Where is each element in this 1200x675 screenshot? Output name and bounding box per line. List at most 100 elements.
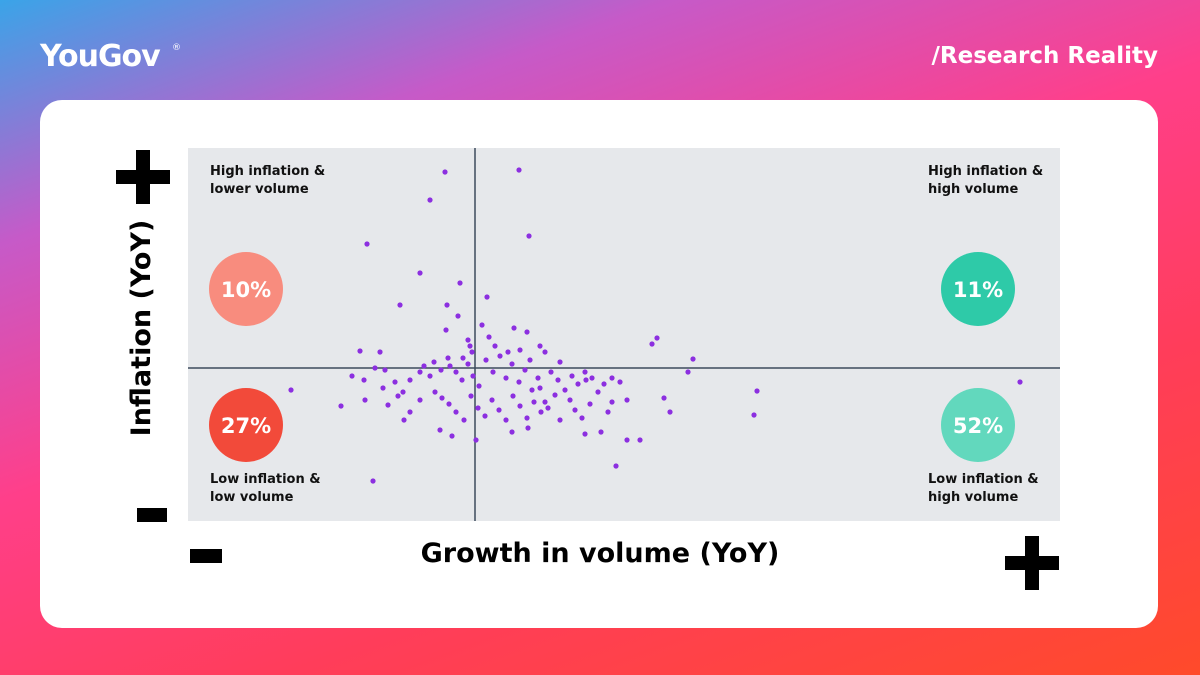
quadrant-label: High inflation & high volume [928,164,1044,197]
brand-mark: ® [172,43,181,53]
data-point [438,367,444,373]
quadrant-label: Low inflation & high volume [928,472,1039,505]
data-point [535,375,541,381]
data-point [288,387,294,393]
data-point [542,349,548,355]
data-point [417,397,423,403]
data-point [486,334,492,340]
data-point [484,294,490,300]
data-point [637,437,643,443]
data-point [444,302,450,308]
data-point [457,280,463,286]
data-point [361,377,367,383]
data-point [548,369,554,375]
data-point [449,433,455,439]
data-point [582,369,588,375]
data-point [649,341,655,347]
plus-sign [116,170,170,184]
quadrant-label: High inflation & lower volume [210,164,326,197]
quadrant-share: 27% [221,414,271,438]
data-point [613,463,619,469]
data-point [470,373,476,379]
data-point [545,405,551,411]
data-point [476,383,482,389]
data-point [579,415,585,421]
data-point [473,437,479,443]
data-point [417,270,423,276]
data-point [587,401,593,407]
data-point [453,409,459,415]
data-point [572,407,578,413]
data-point [432,389,438,395]
data-point [392,379,398,385]
data-point [601,381,607,387]
data-point [443,327,449,333]
data-point [465,361,471,367]
quadrant-share: 52% [953,414,1003,438]
data-point [624,397,630,403]
data-point [469,349,475,355]
data-point [542,399,548,405]
data-point [407,377,413,383]
data-point [427,197,433,203]
data-point [459,377,465,383]
data-point [503,417,509,423]
data-point [442,169,448,175]
data-point [483,357,489,363]
data-point [567,397,573,403]
data-point [605,409,611,415]
data-point [531,399,537,405]
data-point [517,403,523,409]
minus-sign [137,508,167,522]
brand: YouGov [39,39,161,74]
data-point [557,417,563,423]
data-point [582,431,588,437]
data-point [417,369,423,375]
data-point [609,375,615,381]
plus-sign [1005,556,1059,570]
data-point [465,337,471,343]
data-point [624,437,630,443]
data-point [754,388,760,394]
data-point [538,409,544,415]
data-point [654,335,660,341]
data-point [511,325,517,331]
data-point [496,407,502,413]
data-point [609,399,615,405]
data-point [517,347,523,353]
data-point [437,427,443,433]
data-point [439,395,445,401]
data-point [562,387,568,393]
data-point [382,367,388,373]
data-point [492,343,498,349]
minus-sign [190,549,222,563]
data-point [460,355,466,361]
data-point [479,322,485,328]
data-point [690,356,696,362]
data-point [569,373,575,379]
data-point [468,393,474,399]
data-point [407,409,413,415]
data-point [446,401,452,407]
data-point [537,343,543,349]
data-point [685,369,691,375]
data-point [380,385,386,391]
data-point [445,355,451,361]
data-point [667,409,673,415]
data-point [490,369,496,375]
data-point [583,377,589,383]
data-point [400,389,406,395]
quadrant-label: Low inflation & low volume [210,472,321,505]
data-point [489,397,495,403]
quadrant-share: 10% [221,278,271,302]
data-point [482,413,488,419]
tagline: /Research Reality [932,43,1158,69]
data-point [522,367,528,373]
data-point [357,348,363,354]
data-point [598,429,604,435]
quadrant-badge [941,388,1015,462]
data-point [497,353,503,359]
data-point [509,361,515,367]
data-point [455,313,461,319]
